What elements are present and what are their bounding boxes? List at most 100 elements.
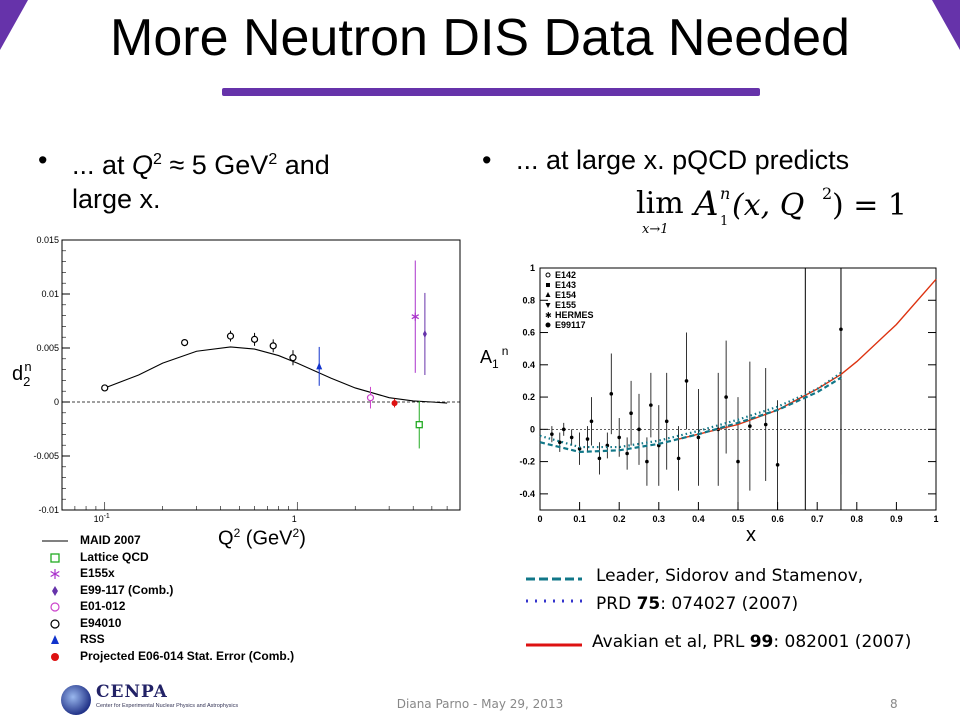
legend-label: E99-117 (Comb.)	[80, 582, 174, 597]
formula-close: ) = 1	[832, 188, 907, 223]
a1n-point	[569, 435, 574, 440]
solid-line-key	[526, 643, 582, 647]
d2n-xlabel: Q2 (GeV2)	[218, 526, 306, 551]
a1n-ylabel-sup: n	[501, 344, 509, 358]
a1n-point	[550, 432, 554, 436]
a1n-point	[645, 459, 649, 464]
bullet-left-q: Q	[132, 150, 154, 180]
d2n-chart: 0.015 0.01 0.005 0 -0.005 -0.01 10-1 1	[33, 235, 461, 522]
d2n-point-stroke	[411, 314, 420, 320]
bullet-right: • ... at large x. pQCD predicts	[482, 143, 936, 177]
a1n-xtick-label: 0.3	[653, 514, 666, 524]
legend-symbol-stroke	[50, 570, 60, 578]
a1n-legend-label: E154	[555, 290, 576, 300]
a1n-xtick-label: 0	[537, 514, 542, 524]
a1n-ytick-label: 1	[530, 263, 535, 273]
a1n-point	[649, 403, 653, 407]
a1n-ytick-label: 0.2	[522, 392, 535, 402]
d2n-ytick-label: 0	[54, 397, 59, 407]
a1n-xtick-label: 1	[933, 514, 938, 524]
legend-symbol	[50, 569, 60, 579]
a1n-ylabel: A1n	[480, 344, 509, 371]
a1n-legend-marker	[545, 292, 551, 297]
a1n-point	[775, 463, 780, 467]
a1n-point	[617, 435, 621, 440]
ref-avakian-c: : 082001 (2007)	[773, 632, 912, 652]
formula-lim-sub: x→1	[642, 222, 669, 237]
formula-args-sup: 2	[822, 184, 833, 203]
legend-symbol	[51, 635, 59, 644]
legend-marker	[50, 618, 60, 629]
cenpa-logo-globe	[61, 685, 91, 715]
a1n-legend-marker	[545, 303, 551, 308]
a1n-curve-dotted	[539, 371, 842, 449]
a1n-chart: 1 0.8 0.6 0.4 0.2 0 -0.2 -0.4 0 0.1 0.2 0.3 0.4 0.5 0.…	[519, 263, 938, 524]
corner-decoration-right	[932, 0, 960, 50]
a1n-xtick-label: 0.2	[613, 514, 626, 524]
d2n-ytick-label: 0.005	[36, 343, 59, 353]
legend-label: RSS	[80, 632, 105, 646]
legend-marker	[51, 635, 59, 644]
d2n-point	[422, 329, 427, 338]
page-number: 8	[890, 697, 898, 711]
a1n-xtick-label: 0.5	[732, 514, 745, 524]
maid-2007-curve	[104, 346, 448, 404]
a1n-legend-label: E142	[555, 270, 576, 280]
d2n-ytick-label: -0.005	[33, 451, 59, 461]
ref-avakian-a: Avakian et al, PRL	[592, 632, 750, 652]
a1n-point	[561, 427, 566, 432]
a1n-ytick-label: 0.6	[522, 328, 535, 338]
a1n-ytick-label: 0	[530, 424, 535, 434]
d2n-xlabel-unit-b: )	[299, 527, 306, 550]
a1n-point	[676, 456, 681, 461]
footer-text: Diana Parno - May 29, 2013	[396, 697, 564, 711]
legend-label: MAID 2007	[80, 533, 141, 547]
d2n-xlabel-unit-sup: 2	[292, 526, 300, 540]
legend-marker	[42, 540, 68, 542]
d2n-point	[366, 394, 375, 402]
legend-symbol	[50, 552, 60, 563]
a1n-point	[763, 422, 768, 427]
d2n-xtick-label: 1	[292, 514, 297, 522]
a1n-legend-marker	[545, 322, 551, 328]
legend-label: Lattice QCD	[80, 549, 149, 564]
d2n-point	[415, 421, 423, 429]
a1n-xtick-label: 0.9	[890, 514, 903, 524]
formula-args: (x, Q	[732, 188, 805, 223]
a1n-curve-dashed	[539, 376, 842, 454]
cenpa-logo-text: CENPA	[96, 682, 168, 702]
a1n-ytick-label: 0.8	[522, 295, 535, 305]
a1n-point	[609, 392, 614, 396]
legend-label: E155x	[80, 566, 115, 580]
a1n-xtick-label: 0.7	[811, 514, 824, 524]
legend-symbol	[52, 585, 58, 596]
a1n-point	[585, 437, 590, 441]
title-underline	[222, 88, 760, 96]
d2n-point	[289, 354, 297, 362]
a1n-point	[637, 427, 641, 432]
a1n-point	[664, 419, 669, 424]
bullet-left-text-c: and	[277, 150, 330, 180]
ref-leader-volume: 75	[636, 594, 661, 614]
ref-leader-line1: Leader, Sidorov and Stamenov,	[596, 566, 864, 586]
legend-symbol	[50, 602, 60, 612]
ref-avakian: Avakian et al, PRL 99: 082001 (2007)	[592, 632, 911, 652]
slide-title: More Neutron DIS Data Needed	[110, 9, 850, 67]
formula-a-sup: n	[720, 184, 731, 203]
a1n-point	[625, 451, 629, 456]
d2n-ytick-label: -0.01	[38, 505, 59, 515]
d2n-ylabel-sup: n	[24, 359, 32, 374]
legend-symbol	[50, 618, 60, 629]
bullet-left-text-a: ... at	[72, 150, 133, 180]
bullet-left-sup2: 2	[268, 151, 278, 168]
a1n-ylabel-sub: 1	[492, 357, 499, 371]
d2n-point	[226, 332, 235, 340]
ref-leader-pages: : 074027 (2007)	[660, 594, 799, 614]
d2n-ylabel-main: d	[12, 363, 24, 385]
legend-label: E01-012	[80, 599, 126, 613]
d2n-xtick-label: 10-1	[94, 513, 110, 522]
corner-decoration-left	[0, 0, 28, 50]
legend-symbol	[51, 652, 59, 661]
d2n-ytick-label: 0.015	[36, 235, 59, 245]
ref-avakian-volume: 99	[749, 632, 774, 652]
